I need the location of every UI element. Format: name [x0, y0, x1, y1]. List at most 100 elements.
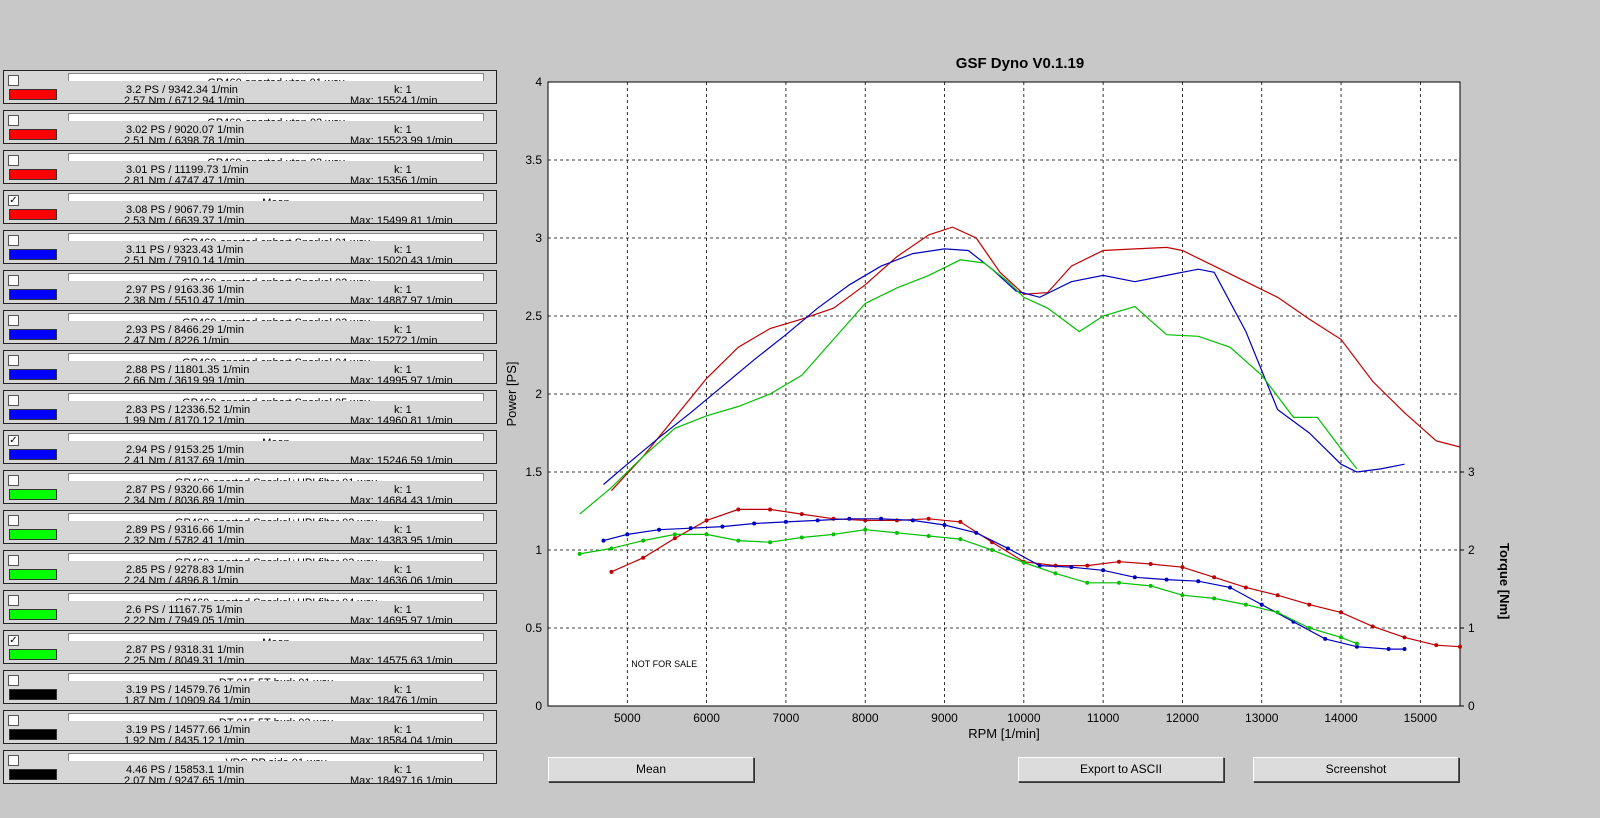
run-item[interactable]: VPC PP sida 01.wav 4.46 PS / 15853.1 1/m… — [3, 750, 497, 784]
run-name[interactable]: DT 015 5T-burk 01.wav — [68, 673, 484, 681]
run-item[interactable]: ✓ Mean 3.08 PS / 9067.79 1/min 2.53 Nm /… — [3, 190, 497, 224]
run-item[interactable]: DT 015 5T-burk 01.wav 3.19 PS / 14579.76… — [3, 670, 497, 704]
run-checkbox[interactable]: ✓ — [8, 195, 19, 206]
run-name[interactable]: Mean — [68, 633, 484, 641]
run-item[interactable]: GP460-oportad utan 03.wav 3.01 PS / 1119… — [3, 150, 497, 184]
run-checkbox[interactable] — [8, 515, 19, 526]
torque-data-point — [958, 519, 963, 524]
torque-data-point — [1132, 575, 1137, 580]
run-max-rpm: Max: 14575.63 1/min — [350, 655, 453, 663]
run-checkbox[interactable] — [8, 315, 19, 326]
run-color-swatch[interactable] — [9, 329, 57, 340]
run-color-swatch[interactable] — [9, 529, 57, 540]
run-checkbox[interactable] — [8, 235, 19, 246]
chart-title: GSF Dyno V0.1.19 — [955, 55, 1085, 72]
run-name[interactable]: Mean — [68, 433, 484, 441]
run-k-factor: k: 1 — [394, 84, 412, 94]
run-checkbox[interactable] — [8, 475, 19, 486]
run-checkbox[interactable]: ✓ — [8, 635, 19, 646]
run-item[interactable]: ✓ Mean 2.94 PS / 9153.25 1/min 2.41 Nm /… — [3, 430, 497, 464]
run-name[interactable]: GP460-oportad enbart Sparkel 04.wav — [68, 353, 484, 361]
run-checkbox[interactable] — [8, 595, 19, 606]
run-power-peak: 2.87 PS / 9320.66 1/min — [126, 484, 245, 494]
run-item[interactable]: GP460-oportad Sparkel+HPI filter 03.wav … — [3, 550, 497, 584]
run-name[interactable]: GP460-oportad utan 02.wav — [68, 113, 484, 121]
run-power-peak: 2.89 PS / 9316.66 1/min — [126, 524, 245, 534]
screenshot-button[interactable]: Screenshot — [1253, 757, 1459, 782]
torque-data-point — [1212, 596, 1217, 601]
run-color-swatch[interactable] — [9, 129, 57, 140]
run-item[interactable]: GP460-oportad enbart Sparkel 02.wav 2.97… — [3, 270, 497, 304]
run-name[interactable]: GP460-oportad enbart Sparkel 03.wav — [68, 313, 484, 321]
run-item[interactable]: GP460-oportad Sparkel+HPI filter 01.wav … — [3, 470, 497, 504]
run-checkbox[interactable] — [8, 555, 19, 566]
run-item[interactable]: GP460-oportad Sparkel+HPI filter 02.wav … — [3, 510, 497, 544]
torque-data-point — [1148, 583, 1153, 588]
run-checkbox[interactable] — [8, 115, 19, 126]
run-color-swatch[interactable] — [9, 89, 57, 100]
dyno-chart: 5000 6000 7000 8000 9000 10000 11000 12000 13000… — [504, 75, 1512, 741]
run-name[interactable]: DT 015 5T-burk 02.wav — [68, 713, 484, 721]
run-item[interactable]: GP460-oportad Sparkel+HPI filter 04.wav … — [3, 590, 497, 624]
run-checkbox[interactable] — [8, 715, 19, 726]
run-color-swatch[interactable] — [9, 209, 57, 220]
run-color-swatch[interactable] — [9, 249, 57, 260]
run-checkbox[interactable]: ✓ — [8, 435, 19, 446]
run-item[interactable]: ✓ Mean 2.87 PS / 9318.31 1/min 2.25 Nm /… — [3, 630, 497, 664]
run-color-swatch[interactable] — [9, 409, 57, 420]
torque-data-point — [783, 519, 788, 524]
run-color-swatch[interactable] — [9, 289, 57, 300]
run-name[interactable]: GP460-oportad enbart Sparkel 02.wav — [68, 273, 484, 281]
run-name[interactable]: GP460-oportad utan 03.wav — [68, 153, 484, 161]
run-name[interactable]: GP460 oportad utan 01.wav — [68, 73, 484, 81]
x-tick-label: 13000 — [1245, 711, 1279, 725]
run-item[interactable]: DT 015 5T-burk 02.wav 3.19 PS / 14577.66… — [3, 710, 497, 744]
run-color-swatch[interactable] — [9, 169, 57, 180]
run-checkbox[interactable] — [8, 675, 19, 686]
run-color-swatch[interactable] — [9, 369, 57, 380]
mean-button[interactable]: Mean — [548, 757, 754, 782]
run-power-peak: 3.01 PS / 11199.73 1/min — [126, 164, 249, 174]
run-checkbox[interactable] — [8, 395, 19, 406]
run-color-swatch[interactable] — [9, 769, 57, 780]
run-name[interactable]: VPC PP sida 01.wav — [68, 753, 484, 761]
run-color-swatch[interactable] — [9, 489, 57, 500]
run-item[interactable]: GP460-oportad utan 02.wav 3.02 PS / 9020… — [3, 110, 497, 144]
run-item[interactable]: GP460-oportad enbart Sparkel 01.wav 3.11… — [3, 230, 497, 264]
run-checkbox[interactable] — [8, 755, 19, 766]
run-color-swatch[interactable] — [9, 449, 57, 460]
torque-data-point — [815, 518, 820, 523]
run-name[interactable]: GP460-oportad Sparkel+HPI filter 03.wav — [68, 553, 484, 561]
run-torque-peak: 2.57 Nm / 6712.94 1/min — [124, 95, 245, 103]
run-k-factor: k: 1 — [394, 164, 412, 174]
run-checkbox[interactable] — [8, 355, 19, 366]
run-color-swatch[interactable] — [9, 649, 57, 660]
torque-data-point — [1458, 644, 1462, 649]
export-ascii-button[interactable]: Export to ASCII — [1018, 757, 1224, 782]
torque-data-point — [958, 537, 963, 542]
run-name[interactable]: GP460-oportad enbart Sparkel 01.wav — [68, 233, 484, 241]
run-item[interactable]: GP460-oportad enbart Sparkel 05.wav 2.83… — [3, 390, 497, 424]
run-k-factor: k: 1 — [394, 364, 412, 374]
run-checkbox[interactable] — [8, 155, 19, 166]
run-color-swatch[interactable] — [9, 729, 57, 740]
run-item[interactable]: GP460-oportad enbart Sparkel 03.wav 2.93… — [3, 310, 497, 344]
run-name[interactable]: GP460-oportad Sparkel+HPI filter 04.wav — [68, 593, 484, 601]
run-name[interactable]: GP460-oportad Sparkel+HPI filter 01.wav — [68, 473, 484, 481]
run-torque-peak: 2.41 Nm / 8137.69 1/min — [124, 455, 245, 463]
run-checkbox[interactable] — [8, 75, 19, 86]
torque-data-point — [1196, 579, 1201, 584]
run-max-rpm: Max: 14960.81 1/min — [350, 415, 453, 423]
power-series-line — [603, 248, 1405, 485]
run-color-swatch[interactable] — [9, 689, 57, 700]
run-name[interactable]: GP460-oportad enbart Sparkel 05.wav — [68, 393, 484, 401]
run-item[interactable]: GP460 oportad utan 01.wav 3.2 PS / 9342.… — [3, 70, 497, 104]
run-power-peak: 2.83 PS / 12336.52 1/min — [126, 404, 251, 414]
run-color-swatch[interactable] — [9, 569, 57, 580]
run-checkbox[interactable] — [8, 275, 19, 286]
run-color-swatch[interactable] — [9, 609, 57, 620]
run-name[interactable]: Mean — [68, 193, 484, 201]
run-name[interactable]: GP460-oportad Sparkel+HPI filter 02.wav — [68, 513, 484, 521]
run-item[interactable]: GP460-oportad enbart Sparkel 04.wav 2.88… — [3, 350, 497, 384]
x-tick-label: 7000 — [773, 711, 800, 725]
